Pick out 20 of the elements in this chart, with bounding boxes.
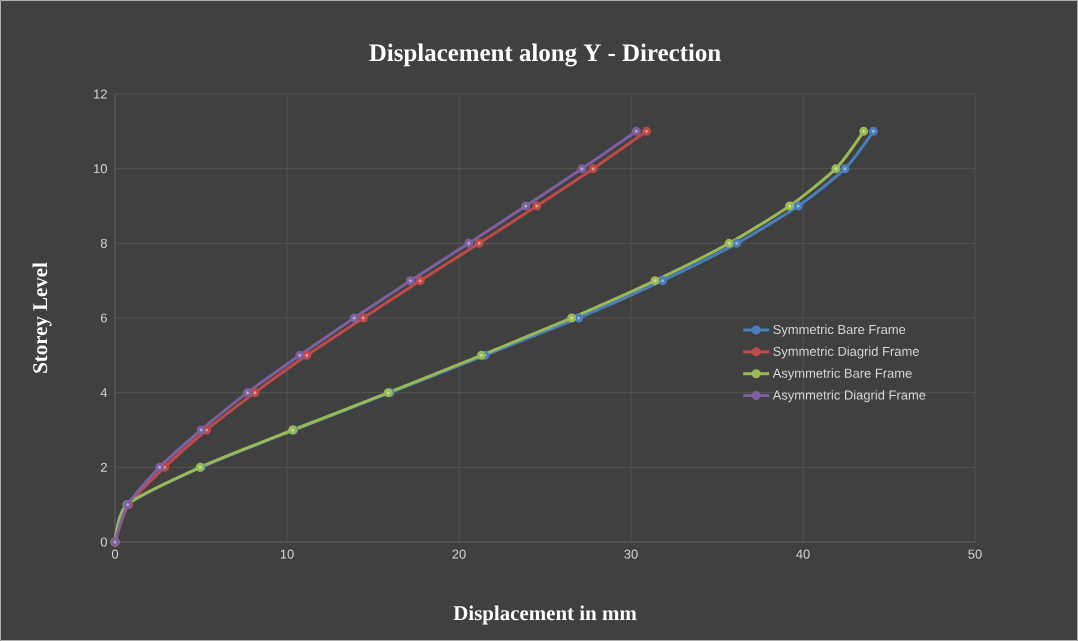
y-axis-title: Storey Level (32, 262, 52, 373)
y-tick-label: 2 (100, 462, 107, 472)
y-tick-label: 12 (94, 89, 107, 99)
chart-title: Displacement along Y - Direction (369, 43, 721, 67)
x-tick-label: 10 (280, 549, 294, 559)
y-tick-label: 10 (94, 164, 107, 174)
x-axis-title: Displacement in mm (453, 605, 637, 625)
y-tick-label: 0 (100, 537, 107, 547)
legend-label: Asymmetric Diagrid Frame (772, 390, 926, 403)
x-tick-label: 50 (968, 549, 982, 559)
y-tick-label: 8 (100, 238, 107, 248)
y-tick-label: 6 (100, 313, 107, 323)
x-tick-label: 20 (452, 549, 466, 559)
x-tick-label: 30 (624, 549, 638, 559)
y-tick-label: 4 (100, 388, 108, 398)
legend-label: Symmetric Diagrid Frame (773, 346, 919, 359)
x-tick-label: 0 (111, 549, 119, 559)
legend-label: Symmetric Bare Frame (773, 324, 906, 337)
legend-label: Asymmetric Bare Frame (772, 368, 912, 381)
x-tick-label: 40 (796, 549, 810, 559)
